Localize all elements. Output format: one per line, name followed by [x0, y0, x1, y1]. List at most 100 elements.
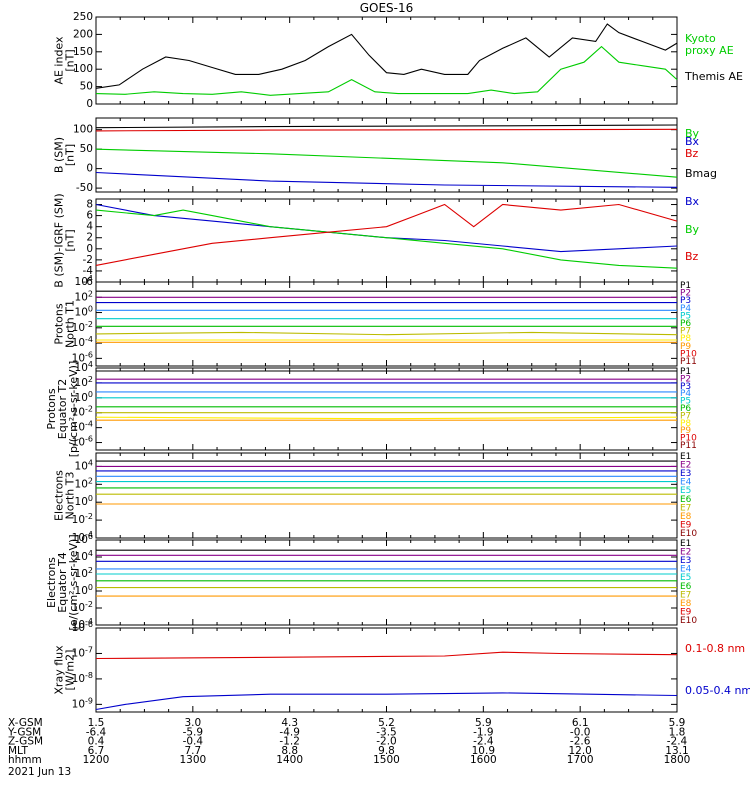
legend-item: P5 [680, 311, 691, 321]
orbit-value: 5.9 [669, 717, 686, 729]
legend-item: P4 [680, 304, 691, 314]
legend-item: P3 [680, 382, 691, 392]
plot-date: 2021 Jun 13 [8, 766, 71, 778]
legend-item: By [685, 127, 700, 140]
legend-item: P6 [680, 404, 691, 414]
y-axis-label: [e/(cm²-s-sr-keV)] [67, 534, 80, 630]
orbit-row-label: hhmm [8, 754, 42, 766]
legend-item: Bx [685, 135, 700, 148]
legend-item: Themis AE [684, 70, 743, 83]
y-tick-label: 250 [73, 11, 93, 23]
orbit-value: 9.8 [378, 745, 395, 757]
legend-item: E1 [680, 452, 691, 462]
panel-frame [95, 367, 678, 451]
panel-db: B (SM)-IGRF (SM)[nT] Bx By Bz [53, 193, 700, 287]
y-tick-label: 0 [86, 163, 93, 175]
legend-item: E4 [680, 478, 692, 488]
legend-item: P3 [680, 296, 691, 306]
orbit-value: -2.4 [473, 736, 494, 748]
y-tick-label: 102 [75, 566, 93, 581]
legend-item: P5 [680, 397, 691, 407]
y-axis-label: [p/(cm²-s-sr-keV)] [67, 361, 80, 458]
series-bz [95, 128, 678, 132]
orbit-value: 13.1 [665, 745, 688, 757]
legend-item: E8 [680, 512, 692, 522]
orbit-value: 0.4 [88, 736, 105, 748]
orbit-value: 1.5 [88, 717, 105, 729]
y-tick-label: 50 [80, 81, 93, 93]
series-bmag [95, 124, 678, 129]
y-tick-label: 50 [80, 143, 93, 155]
series-0-1-0-8-nm [95, 651, 678, 660]
legend-item: E3 [680, 469, 691, 479]
legend-item: E4 [680, 565, 692, 575]
y-tick-label: 10-9 [72, 696, 93, 711]
orbit-value: 1600 [470, 754, 497, 766]
y-tick-label: 100 [75, 583, 93, 598]
legend-item: P1 [680, 281, 691, 291]
legend-item: Bz [685, 250, 699, 263]
orbit-value: -2.0 [376, 736, 397, 748]
y-tick-label: 0 [86, 243, 93, 255]
y-tick-label: 10-6 [72, 350, 93, 365]
y-tick-label: 10-4 [72, 419, 93, 434]
orbit-value: 1500 [373, 754, 400, 766]
orbit-row-label: Z-GSM [8, 736, 43, 748]
orbit-row-label: MLT [8, 745, 28, 757]
y-axis-label: AE index [53, 36, 66, 85]
legend-item: E9 [680, 520, 692, 530]
legend-item: By [685, 223, 700, 236]
orbit-value: 12.0 [568, 745, 591, 757]
panel-frame [95, 452, 678, 539]
series-p8 [95, 416, 678, 420]
panel-frame [95, 539, 678, 626]
orbit-row-label: Y-GSM [7, 726, 41, 738]
series-0-05-0-4-nm [95, 692, 678, 711]
y-tick-label: -2 [83, 254, 93, 266]
y-axis-label: [nT] [64, 144, 77, 166]
y-axis-label: Electrons [53, 470, 66, 521]
orbit-value: 6.7 [88, 745, 105, 757]
legend-item: E6 [680, 582, 692, 592]
y-axis-label: Equator T4 [56, 552, 69, 612]
y-tick-label: 10-2 [72, 404, 93, 419]
y-tick-label: 0 [86, 98, 93, 110]
series-p7 [95, 331, 678, 336]
y-tick-label: 102 [75, 374, 93, 389]
legend-item: P2 [680, 374, 691, 384]
series-themis-ae [95, 23, 678, 89]
legend-item: P11 [680, 441, 697, 451]
orbit-value: 6.1 [572, 717, 589, 729]
y-tick-label: 10-2 [72, 319, 93, 334]
orbit-value: 5.2 [378, 717, 395, 729]
orbit-value: -0.4 [183, 736, 204, 748]
y-axis-label: North T3 [64, 472, 77, 520]
orbit-value: 1700 [567, 754, 594, 766]
legend-item: E6 [680, 495, 692, 505]
y-axis-label: B (SM) [53, 137, 66, 173]
y-tick-label: 10-6 [72, 434, 93, 449]
y-tick-label: 102 [75, 476, 93, 491]
chart-title: GOES-16 [360, 1, 414, 15]
orbit-value: 1300 [179, 754, 206, 766]
y-axis-label: [nT] [64, 229, 77, 251]
legend-item: P4 [680, 389, 691, 399]
y-axis-label: Equator T2 [56, 379, 69, 439]
y-tick-label: 100 [75, 494, 93, 509]
legend-item: Kyoto [685, 32, 716, 45]
y-tick-label: 100 [73, 124, 93, 136]
orbit-value: 1.8 [669, 726, 686, 738]
y-tick-label: 102 [75, 289, 93, 304]
legend-item: E7 [680, 590, 691, 600]
legend-item: E9 [680, 607, 692, 617]
orbit-value: 10.9 [472, 745, 495, 757]
legend-item: P8 [680, 419, 691, 429]
orbit-value: 3.0 [184, 717, 201, 729]
legend-item: E5 [680, 573, 691, 583]
